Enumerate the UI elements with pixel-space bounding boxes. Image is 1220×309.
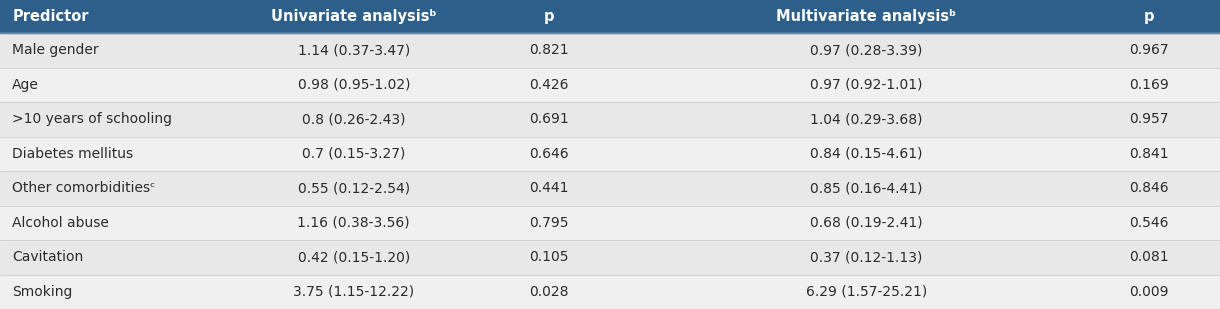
Text: 0.42 (0.15-1.20): 0.42 (0.15-1.20) [298,250,410,264]
Text: p: p [544,9,554,24]
Text: 0.37 (0.12-1.13): 0.37 (0.12-1.13) [810,250,922,264]
Bar [0,137,1220,171]
Text: Male gender: Male gender [12,44,99,57]
Text: 0.7 (0.15-3.27): 0.7 (0.15-3.27) [303,147,405,161]
Text: 0.957: 0.957 [1130,112,1169,126]
Text: 0.821: 0.821 [529,44,569,57]
Text: Cavitation: Cavitation [12,250,83,264]
Text: 0.8 (0.26-2.43): 0.8 (0.26-2.43) [303,112,405,126]
Text: 0.691: 0.691 [529,112,569,126]
Text: 0.846: 0.846 [1130,181,1169,195]
Bar [0,274,1220,309]
Text: 0.441: 0.441 [529,181,569,195]
Text: Alcohol abuse: Alcohol abuse [12,216,109,230]
Bar [0,33,1220,68]
Text: p: p [1144,9,1154,24]
Text: 0.546: 0.546 [1130,216,1169,230]
Bar [0,240,1220,274]
Bar [0,0,1220,33]
Text: 0.85 (0.16-4.41): 0.85 (0.16-4.41) [810,181,922,195]
Text: Other comorbiditiesᶜ: Other comorbiditiesᶜ [12,181,155,195]
Text: 0.967: 0.967 [1130,44,1169,57]
Text: Univariate analysisᵇ: Univariate analysisᵇ [271,9,437,24]
Text: Multivariate analysisᵇ: Multivariate analysisᵇ [776,9,956,24]
Text: 0.84 (0.15-4.61): 0.84 (0.15-4.61) [810,147,922,161]
Text: 0.426: 0.426 [529,78,569,92]
Text: 0.55 (0.12-2.54): 0.55 (0.12-2.54) [298,181,410,195]
Bar [0,171,1220,205]
Text: Age: Age [12,78,39,92]
Text: >10 years of schooling: >10 years of schooling [12,112,172,126]
Text: 0.009: 0.009 [1130,285,1169,299]
Text: Smoking: Smoking [12,285,72,299]
Text: 0.98 (0.95-1.02): 0.98 (0.95-1.02) [298,78,410,92]
Bar [0,68,1220,102]
Text: 0.795: 0.795 [529,216,569,230]
Bar [0,205,1220,240]
Text: 1.16 (0.38-3.56): 1.16 (0.38-3.56) [298,216,410,230]
Text: 0.646: 0.646 [529,147,569,161]
Text: 0.97 (0.92-1.01): 0.97 (0.92-1.01) [810,78,922,92]
Text: 6.29 (1.57-25.21): 6.29 (1.57-25.21) [805,285,927,299]
Text: Diabetes mellitus: Diabetes mellitus [12,147,133,161]
Text: 3.75 (1.15-12.22): 3.75 (1.15-12.22) [293,285,415,299]
Text: Predictor: Predictor [12,9,89,24]
Text: 0.841: 0.841 [1130,147,1169,161]
Text: 0.68 (0.19-2.41): 0.68 (0.19-2.41) [810,216,922,230]
Bar [0,102,1220,137]
Text: 0.169: 0.169 [1130,78,1169,92]
Text: 0.028: 0.028 [529,285,569,299]
Text: 0.081: 0.081 [1130,250,1169,264]
Text: 0.105: 0.105 [529,250,569,264]
Text: 1.14 (0.37-3.47): 1.14 (0.37-3.47) [298,44,410,57]
Text: 0.97 (0.28-3.39): 0.97 (0.28-3.39) [810,44,922,57]
Text: 1.04 (0.29-3.68): 1.04 (0.29-3.68) [810,112,922,126]
